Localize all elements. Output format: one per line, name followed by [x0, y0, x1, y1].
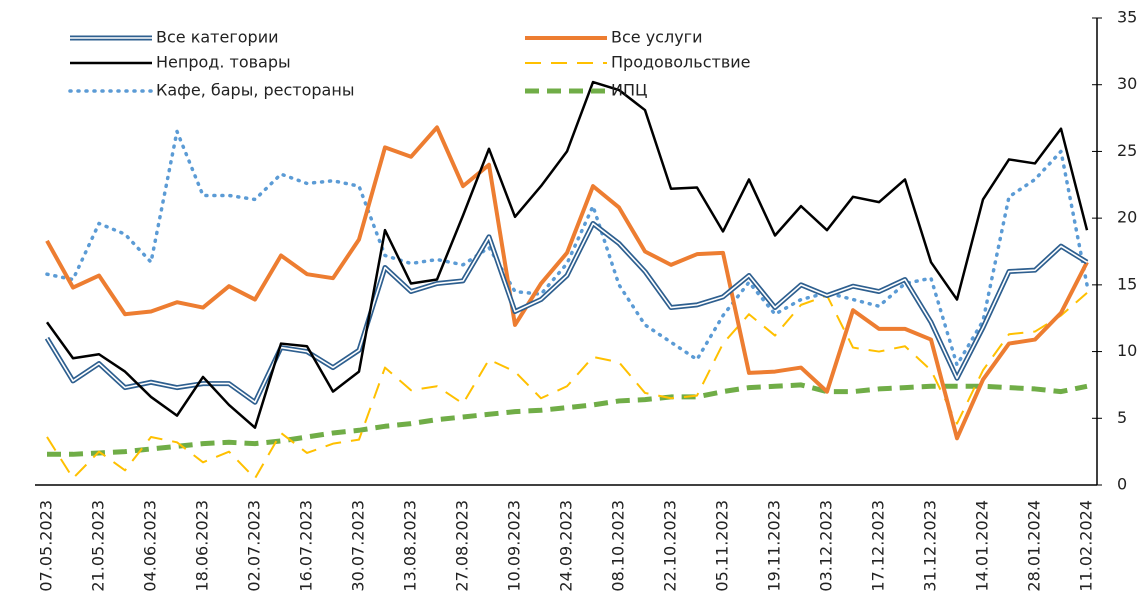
series-line: [45, 125, 1089, 441]
x-tick-label: 10.09.2023: [505, 500, 524, 592]
x-tick-label: 16.07.2023: [297, 500, 316, 592]
legend-label: Продовольствие: [611, 53, 751, 72]
x-tick-label: 18.06.2023: [193, 500, 212, 592]
x-tick-label: 11.02.2024: [1077, 500, 1096, 592]
legend-label: Все услуги: [611, 28, 702, 47]
x-tick-label: 24.09.2023: [557, 500, 576, 592]
x-tick-label: 02.07.2023: [245, 500, 264, 592]
legend-label: ИПЦ: [611, 81, 647, 100]
x-tick-label: 30.07.2023: [349, 500, 368, 592]
x-tick-label: 05.11.2023: [713, 500, 732, 592]
x-tick-label: 13.08.2023: [401, 500, 420, 592]
series-line: [46, 292, 1088, 480]
series-line: [47, 382, 1088, 457]
y-tick-label: 30: [1117, 74, 1137, 93]
y-tick-label: 25: [1117, 141, 1137, 160]
x-tick-label: 22.10.2023: [661, 500, 680, 592]
series-line: [45, 129, 1089, 367]
series-line-inner: [46, 222, 1088, 404]
legend-label: Непрод. товары: [156, 53, 291, 72]
x-tick-label: 14.01.2024: [973, 500, 992, 592]
y-tick-label: 20: [1117, 208, 1137, 227]
series-line: [45, 80, 1089, 429]
y-tick-label: 10: [1117, 341, 1137, 360]
x-tick-label: 08.10.2023: [609, 500, 628, 592]
x-tick-label: 27.08.2023: [453, 500, 472, 592]
legend-label: Все категории: [156, 28, 278, 47]
y-tick-label: 5: [1117, 408, 1127, 427]
y-tick-label: 0: [1117, 475, 1127, 494]
x-tick-label: 31.12.2023: [921, 500, 940, 592]
x-tick-label: 04.06.2023: [141, 500, 160, 592]
x-tick-label: 17.12.2023: [869, 500, 888, 592]
x-tick-label: 19.11.2023: [765, 500, 784, 592]
x-tick-label: 28.01.2024: [1025, 500, 1044, 592]
y-tick-label: 15: [1117, 274, 1137, 293]
legend-label: Кафе, бары, рестораны: [156, 81, 354, 100]
x-tick-label: 03.12.2023: [817, 500, 836, 592]
y-tick-label: 35: [1117, 8, 1137, 27]
x-tick-label: 21.05.2023: [89, 500, 108, 592]
x-tick-label: 07.05.2023: [37, 500, 56, 592]
